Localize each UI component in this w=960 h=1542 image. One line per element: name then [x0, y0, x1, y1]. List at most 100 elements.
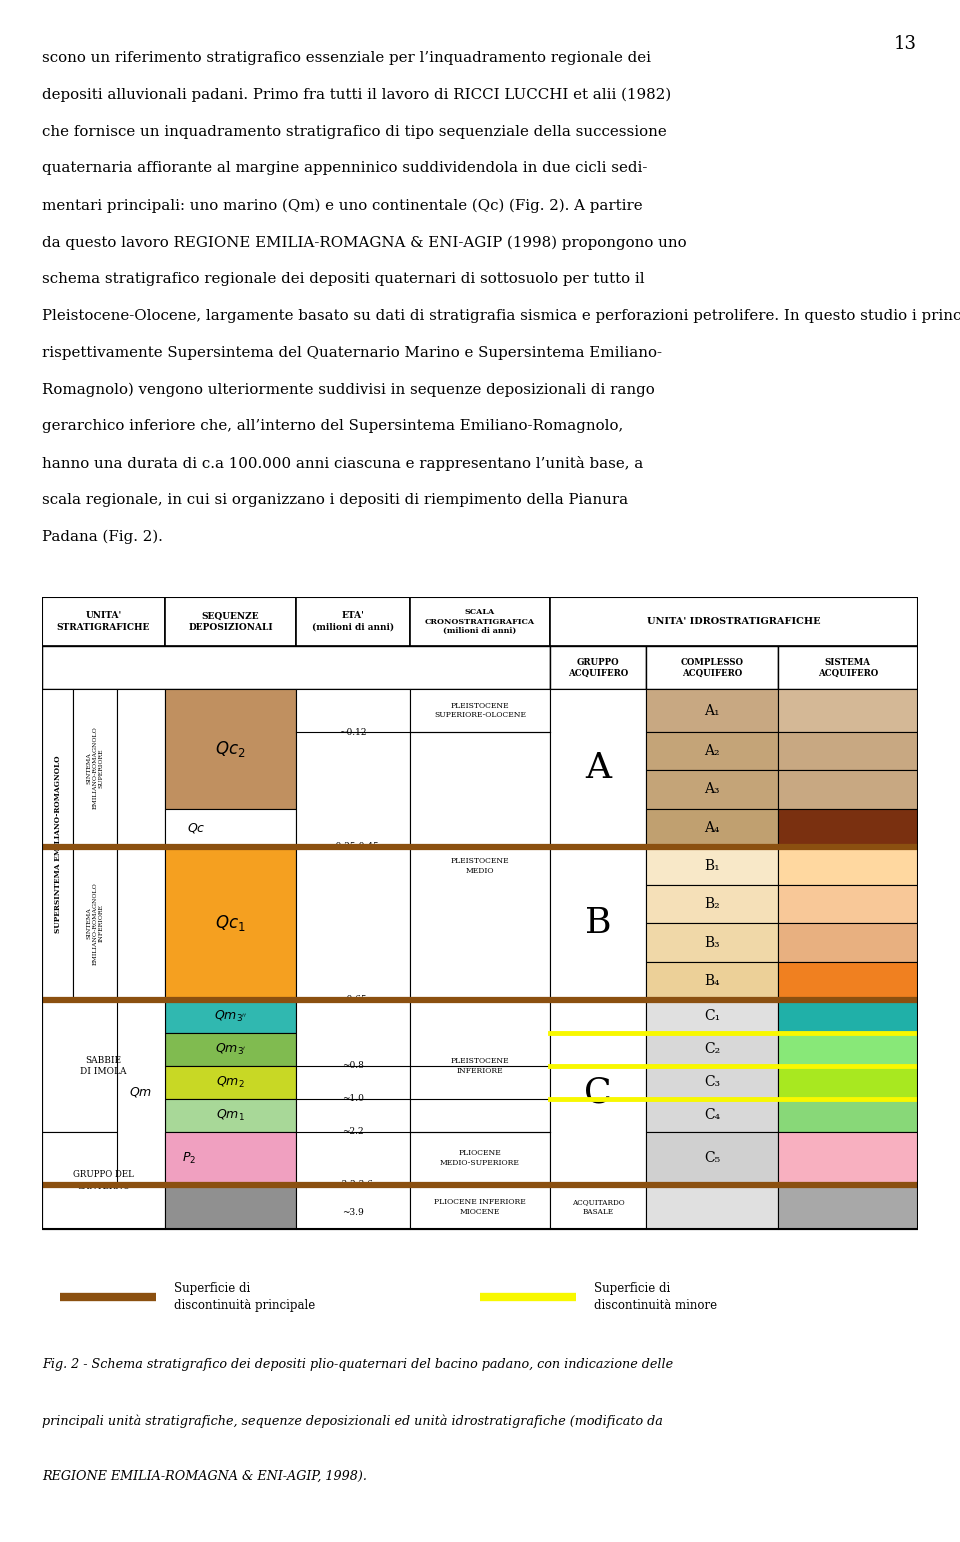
Bar	[778, 689, 918, 732]
Bar	[646, 732, 778, 771]
Text: principali unità stratigrafiche, sequenze deposizionali ed unità idrostratigrafi: principali unità stratigrafiche, sequenz…	[42, 1414, 663, 1428]
Bar	[646, 1099, 778, 1132]
Bar	[165, 1001, 296, 1033]
Bar	[165, 689, 296, 808]
Bar	[42, 689, 73, 1001]
Text: hanno una durata di c.a 100.000 anni ciascuna e rappresentano l’unità base, a: hanno una durata di c.a 100.000 anni cia…	[42, 456, 643, 472]
Bar	[550, 847, 646, 1001]
Bar	[165, 1132, 296, 1184]
Text: scala regionale, in cui si organizzano i depositi di riempimento della Pianura: scala regionale, in cui si organizzano i…	[42, 493, 629, 507]
Text: gerarchico inferiore che, all’interno del Supersintema Emiliano-Romagnolo,: gerarchico inferiore che, all’interno de…	[42, 419, 623, 433]
Text: mentari principali: uno marino (Qm) e uno continentale (Qc) (Fig. 2). A partire: mentari principali: uno marino (Qm) e un…	[42, 199, 643, 213]
Bar	[646, 962, 778, 1001]
Text: UNITA' IDROSTRATIGRAFICHE: UNITA' IDROSTRATIGRAFICHE	[647, 617, 821, 626]
Bar	[646, 847, 778, 885]
Text: PLEISTOCENE
MEDIO: PLEISTOCENE MEDIO	[450, 857, 510, 874]
Bar	[646, 1033, 778, 1066]
Text: REGIONE EMILIA-ROMAGNA & ENI-AGIP, 1998).: REGIONE EMILIA-ROMAGNA & ENI-AGIP, 1998)…	[42, 1470, 367, 1483]
Text: Fig. 2 - Schema stratigrafico dei depositi plio-quaternari del bacino padano, co: Fig. 2 - Schema stratigrafico dei deposi…	[42, 1359, 673, 1371]
Bar	[42, 1001, 165, 1132]
Bar	[646, 771, 778, 808]
Text: $Qm_1$: $Qm_1$	[216, 1109, 245, 1123]
Text: 13: 13	[894, 35, 917, 54]
Bar	[646, 885, 778, 924]
Text: SUPERSINTEMA EMILIANO-ROMAGNOLO: SUPERSINTEMA EMILIANO-ROMAGNOLO	[54, 756, 61, 933]
Text: $Qm_2$: $Qm_2$	[216, 1075, 245, 1090]
Text: A: A	[586, 751, 612, 785]
Text: $Qc$: $Qc$	[186, 820, 205, 834]
Bar	[778, 924, 918, 962]
Text: $Qm$: $Qm$	[130, 1086, 153, 1099]
Bar	[646, 689, 778, 732]
Text: scono un riferimento stratigrafico essenziale per l’inquadramento regionale dei: scono un riferimento stratigrafico essen…	[42, 51, 651, 65]
Text: ETA'
(milioni di anni): ETA' (milioni di anni)	[312, 612, 395, 632]
Text: SABBIE
DI IMOLA: SABBIE DI IMOLA	[81, 1056, 127, 1076]
Bar	[646, 924, 778, 962]
Text: SCALA
CRONOSTRATIGRAFICA
(milioni di anni): SCALA CRONOSTRATIGRAFICA (milioni di ann…	[425, 608, 535, 635]
Text: PLEISTOCENE
INFERIORE: PLEISTOCENE INFERIORE	[450, 1058, 510, 1075]
Bar	[778, 732, 918, 771]
Bar	[73, 847, 117, 1001]
Bar	[646, 1066, 778, 1099]
Bar	[778, 771, 918, 808]
Text: ~0.12: ~0.12	[339, 728, 367, 737]
Bar	[778, 1033, 918, 1066]
Bar	[778, 808, 918, 847]
Bar	[42, 646, 550, 689]
Text: quaternaria affiorante al margine appenninico suddividendola in due cicli sedi-: quaternaria affiorante al margine appenn…	[42, 162, 648, 176]
Bar	[410, 689, 550, 1229]
Bar	[778, 885, 918, 924]
Text: B₃: B₃	[705, 936, 720, 950]
Text: C: C	[585, 1075, 612, 1109]
Bar	[646, 646, 778, 689]
Bar	[165, 847, 296, 1001]
Bar	[550, 597, 918, 646]
Text: Padana (Fig. 2).: Padana (Fig. 2).	[42, 530, 163, 544]
Text: SISTEMA
ACQUIFERO: SISTEMA ACQUIFERO	[818, 657, 877, 678]
Text: COMPLESSO
ACQUIFERO: COMPLESSO ACQUIFERO	[681, 657, 743, 678]
Text: $P_2$: $P_2$	[182, 1150, 197, 1166]
Bar	[73, 689, 117, 847]
Text: che fornisce un inquadramento stratigrafico di tipo sequenziale della succession: che fornisce un inquadramento stratigraf…	[42, 125, 667, 139]
Bar	[778, 1184, 918, 1229]
Bar	[165, 597, 296, 646]
Bar	[42, 1132, 165, 1229]
Bar	[778, 1132, 918, 1184]
Text: A₂: A₂	[705, 745, 720, 759]
Text: schema stratigrafico regionale dei depositi quaternari di sottosuolo per tutto i: schema stratigrafico regionale dei depos…	[42, 271, 645, 287]
Text: $Qc_1$: $Qc_1$	[215, 913, 246, 933]
Bar	[646, 1001, 778, 1033]
Bar	[550, 646, 646, 689]
Text: C₅: C₅	[704, 1152, 720, 1166]
Bar	[646, 808, 778, 847]
Text: B₁: B₁	[705, 859, 720, 873]
Text: ~1.0: ~1.0	[342, 1095, 364, 1104]
Bar	[778, 1099, 918, 1132]
Text: PLIOCENE
MEDIO-SUPERIORE: PLIOCENE MEDIO-SUPERIORE	[440, 1149, 520, 1167]
Bar	[410, 597, 550, 646]
Text: UNITA'
STRATIGRAFICHE: UNITA' STRATIGRAFICHE	[57, 612, 150, 632]
Bar	[42, 597, 165, 646]
Bar	[296, 689, 410, 1229]
Bar	[550, 1001, 646, 1184]
Text: SINTEMA
EMILIANO-ROMAGNOLO
SUPERIORE: SINTEMA EMILIANO-ROMAGNOLO SUPERIORE	[86, 726, 104, 810]
Bar	[778, 847, 918, 885]
Text: $Qm_{3''}$: $Qm_{3''}$	[214, 1008, 247, 1024]
Text: SINTEMA
EMILIANO-ROMAGNOLO
INFERIORE: SINTEMA EMILIANO-ROMAGNOLO INFERIORE	[86, 882, 104, 965]
Bar	[117, 689, 165, 1001]
Bar	[778, 646, 918, 689]
Bar	[778, 1066, 918, 1099]
Text: PLIOCENE INFERIORE
MIOCENE: PLIOCENE INFERIORE MIOCENE	[434, 1198, 526, 1215]
Text: depositi alluvionali padani. Primo fra tutti il lavoro di RICCI LUCCHI et alii (: depositi alluvionali padani. Primo fra t…	[42, 88, 671, 102]
Text: ~0.35-0.45: ~0.35-0.45	[327, 842, 378, 851]
Text: da questo lavoro REGIONE EMILIA-ROMAGNA & ENI-AGIP (1998) propongono uno: da questo lavoro REGIONE EMILIA-ROMAGNA …	[42, 236, 686, 250]
Text: C₄: C₄	[704, 1109, 720, 1123]
Text: rispettivamente Supersintema del Quaternario Marino e Supersintema Emiliano-: rispettivamente Supersintema del Quatern…	[42, 345, 662, 359]
Text: C₃: C₃	[704, 1075, 720, 1090]
Bar	[550, 689, 646, 847]
Text: C₁: C₁	[704, 1010, 720, 1024]
Text: Superficie di
discontinuità principale: Superficie di discontinuità principale	[174, 1281, 315, 1312]
Text: Pleistocene-Olocene, largamente basato su dati di stratigrafia sismica e perfora: Pleistocene-Olocene, largamente basato s…	[42, 308, 960, 324]
Text: PLEISTOCENE
SUPERIORE-OLOCENE: PLEISTOCENE SUPERIORE-OLOCENE	[434, 702, 526, 720]
Bar	[296, 597, 410, 646]
